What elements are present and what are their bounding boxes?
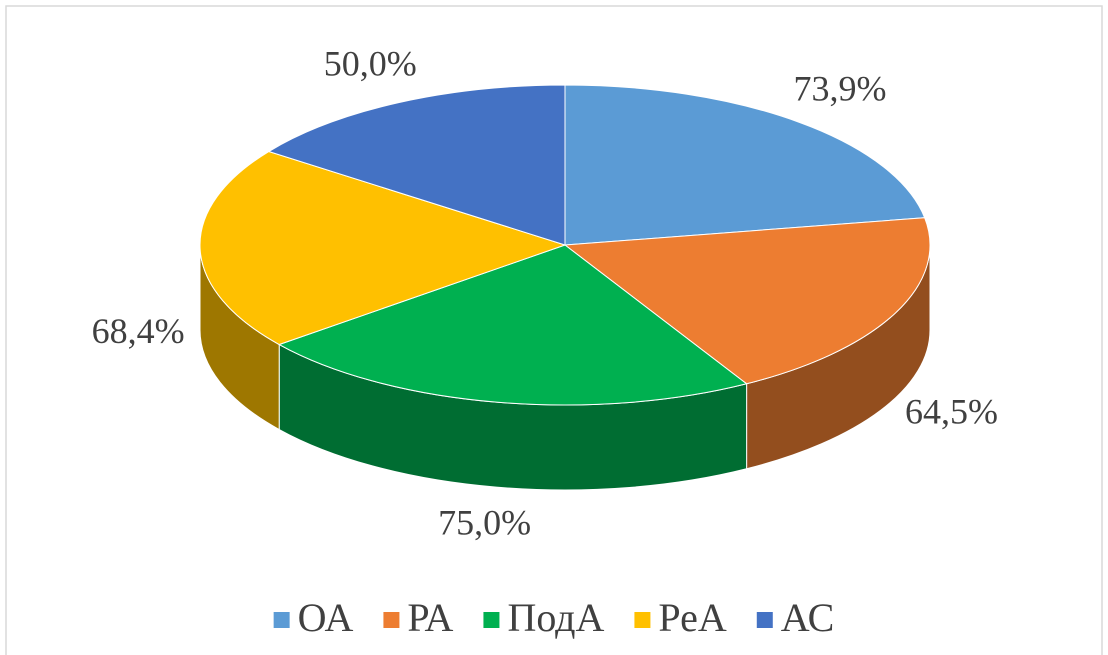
legend-label: ПодА [507, 595, 604, 640]
legend-swatch [383, 612, 400, 628]
data-label: 50,0% [324, 43, 417, 83]
legend-label: ОА [298, 595, 354, 640]
slice [199, 150, 567, 346]
slice [277, 244, 748, 406]
slice [563, 217, 931, 385]
legend-swatch [756, 612, 773, 628]
legend-label: РеА [658, 595, 726, 640]
legend-swatch [483, 612, 500, 628]
legend: ОА РА ПодА РеА АС [273, 595, 835, 640]
legend-swatch [634, 612, 651, 628]
slice [564, 84, 926, 246]
data-label: 73,9% [794, 68, 887, 108]
data-label: 68,4% [92, 311, 185, 351]
data-label: 75,0% [438, 503, 531, 543]
data-label: 64,5% [905, 391, 998, 431]
legend-swatch [273, 612, 290, 628]
slice [267, 84, 566, 246]
legend-label: АС [781, 595, 835, 640]
legend-label: РА [407, 595, 453, 640]
